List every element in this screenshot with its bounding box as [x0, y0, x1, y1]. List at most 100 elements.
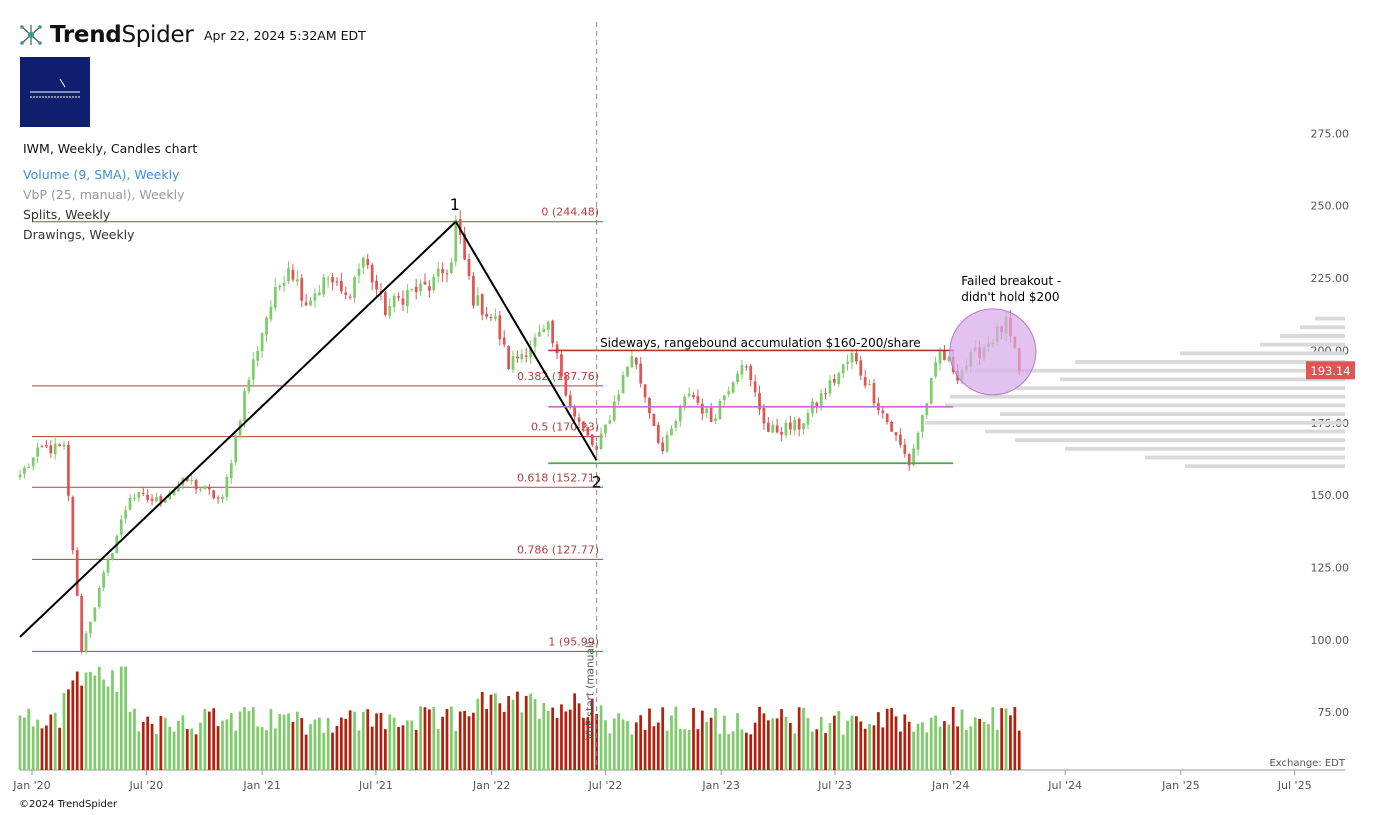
candle-body	[511, 355, 515, 370]
volume-bar	[93, 675, 97, 770]
candle-body	[84, 633, 88, 652]
volume-bar	[560, 704, 563, 770]
volume-bar	[168, 726, 172, 770]
candle-body	[577, 417, 581, 422]
fibonacci-layer: 0 (244.48) 0.382 (187.76) 0.5 (170.23) 0.61…	[32, 206, 603, 652]
volume-bar	[480, 691, 484, 770]
volume-bar	[969, 726, 973, 770]
x-tick-label: Jul '21	[358, 779, 393, 792]
volume-bar	[797, 707, 801, 770]
vbp-bar	[1075, 360, 1345, 364]
vbp-bar	[1260, 342, 1345, 347]
candle-body	[384, 292, 387, 316]
volume-bar	[370, 726, 374, 770]
volume-bar	[617, 713, 621, 770]
volume-bar	[89, 671, 92, 770]
candle-body	[150, 498, 154, 501]
candle-body	[172, 490, 176, 496]
candle-body	[494, 316, 497, 320]
legend-splits[interactable]: Splits, Weekly	[23, 207, 111, 222]
candle-body	[67, 444, 70, 496]
volume-bar	[256, 726, 260, 770]
volume-bar	[291, 722, 295, 770]
legend-candles[interactable]: IWM, Weekly, Candles chart	[23, 141, 198, 156]
candle-body	[771, 424, 775, 433]
volume-bar	[1000, 708, 1004, 770]
volume-bar	[868, 724, 871, 770]
volume-bar	[656, 722, 660, 770]
fib-level-label: 1 (95.99)	[548, 635, 599, 648]
volume-bar	[36, 719, 39, 770]
candle-body	[678, 406, 682, 422]
volume-bar	[775, 718, 779, 770]
volume-bar	[749, 734, 753, 770]
volume-bar	[529, 693, 532, 770]
candle-body	[472, 275, 475, 306]
volume-bar	[894, 716, 898, 770]
candle-body	[582, 421, 585, 429]
legend-vbp[interactable]: VbP (25, manual), Weekly	[23, 187, 185, 202]
candle-body	[863, 377, 867, 386]
volume-bar	[40, 728, 44, 770]
volume-bar	[278, 714, 282, 770]
candle-body	[731, 382, 735, 393]
candle-body	[617, 394, 621, 401]
candle-body	[590, 434, 594, 445]
candle-body	[899, 434, 902, 445]
candle-body	[630, 356, 634, 368]
volume-bar	[630, 734, 634, 770]
candle-body	[256, 350, 260, 361]
candle-body	[718, 400, 722, 420]
volume-bar	[234, 730, 238, 770]
volume-bar	[943, 721, 946, 770]
candle-body	[23, 467, 26, 474]
volume-bar	[582, 717, 585, 770]
price-badge-layer: 193.14	[1306, 361, 1355, 380]
candle-body	[700, 403, 704, 414]
volume-bar	[45, 725, 48, 770]
volume-bar	[467, 716, 471, 770]
candle-body	[749, 365, 753, 381]
volume-bar	[141, 721, 145, 770]
legend-drawings[interactable]: Drawings, Weekly	[23, 227, 135, 242]
candle-body	[467, 259, 471, 277]
candle-body	[119, 519, 123, 535]
trendspider-logo-icon	[20, 25, 42, 45]
candle-body	[643, 384, 647, 398]
candle-body	[634, 357, 638, 365]
volume-bar	[846, 720, 849, 770]
candle-body	[740, 365, 744, 375]
volume-bar	[317, 717, 321, 770]
candle-body	[247, 379, 251, 392]
candle-body	[881, 410, 885, 414]
volume-bar	[643, 729, 647, 770]
x-tick-label: Jul '22	[588, 779, 623, 792]
candle-body	[872, 383, 876, 404]
volume-bar	[498, 703, 502, 770]
volume-bar	[172, 731, 176, 770]
volume-bar	[665, 730, 669, 770]
volume-bar	[71, 680, 75, 770]
volume-bar	[639, 715, 643, 770]
volume-bar	[960, 709, 964, 770]
candle-body	[692, 395, 695, 398]
volume-bar	[700, 710, 704, 770]
drawings-layer: 1 2 Sideways, rangebound accumulation $160…	[19, 22, 1061, 770]
candle-body	[234, 435, 238, 463]
candle-body	[432, 276, 436, 291]
volume-bar	[489, 694, 493, 770]
candle-body	[31, 457, 35, 467]
volume-bar	[925, 732, 929, 770]
candle-body	[604, 424, 607, 434]
legend-volume[interactable]: Volume (9, SMA), Weekly	[23, 167, 180, 182]
candle-body	[133, 497, 136, 499]
volume-bar	[507, 696, 510, 770]
candle-body	[190, 480, 194, 482]
candle-body	[163, 499, 167, 503]
volume-bar	[551, 707, 555, 770]
vbp-bar	[1180, 351, 1345, 356]
volume-bar	[855, 716, 858, 770]
candle-body	[714, 418, 717, 422]
candle-body	[111, 553, 114, 560]
